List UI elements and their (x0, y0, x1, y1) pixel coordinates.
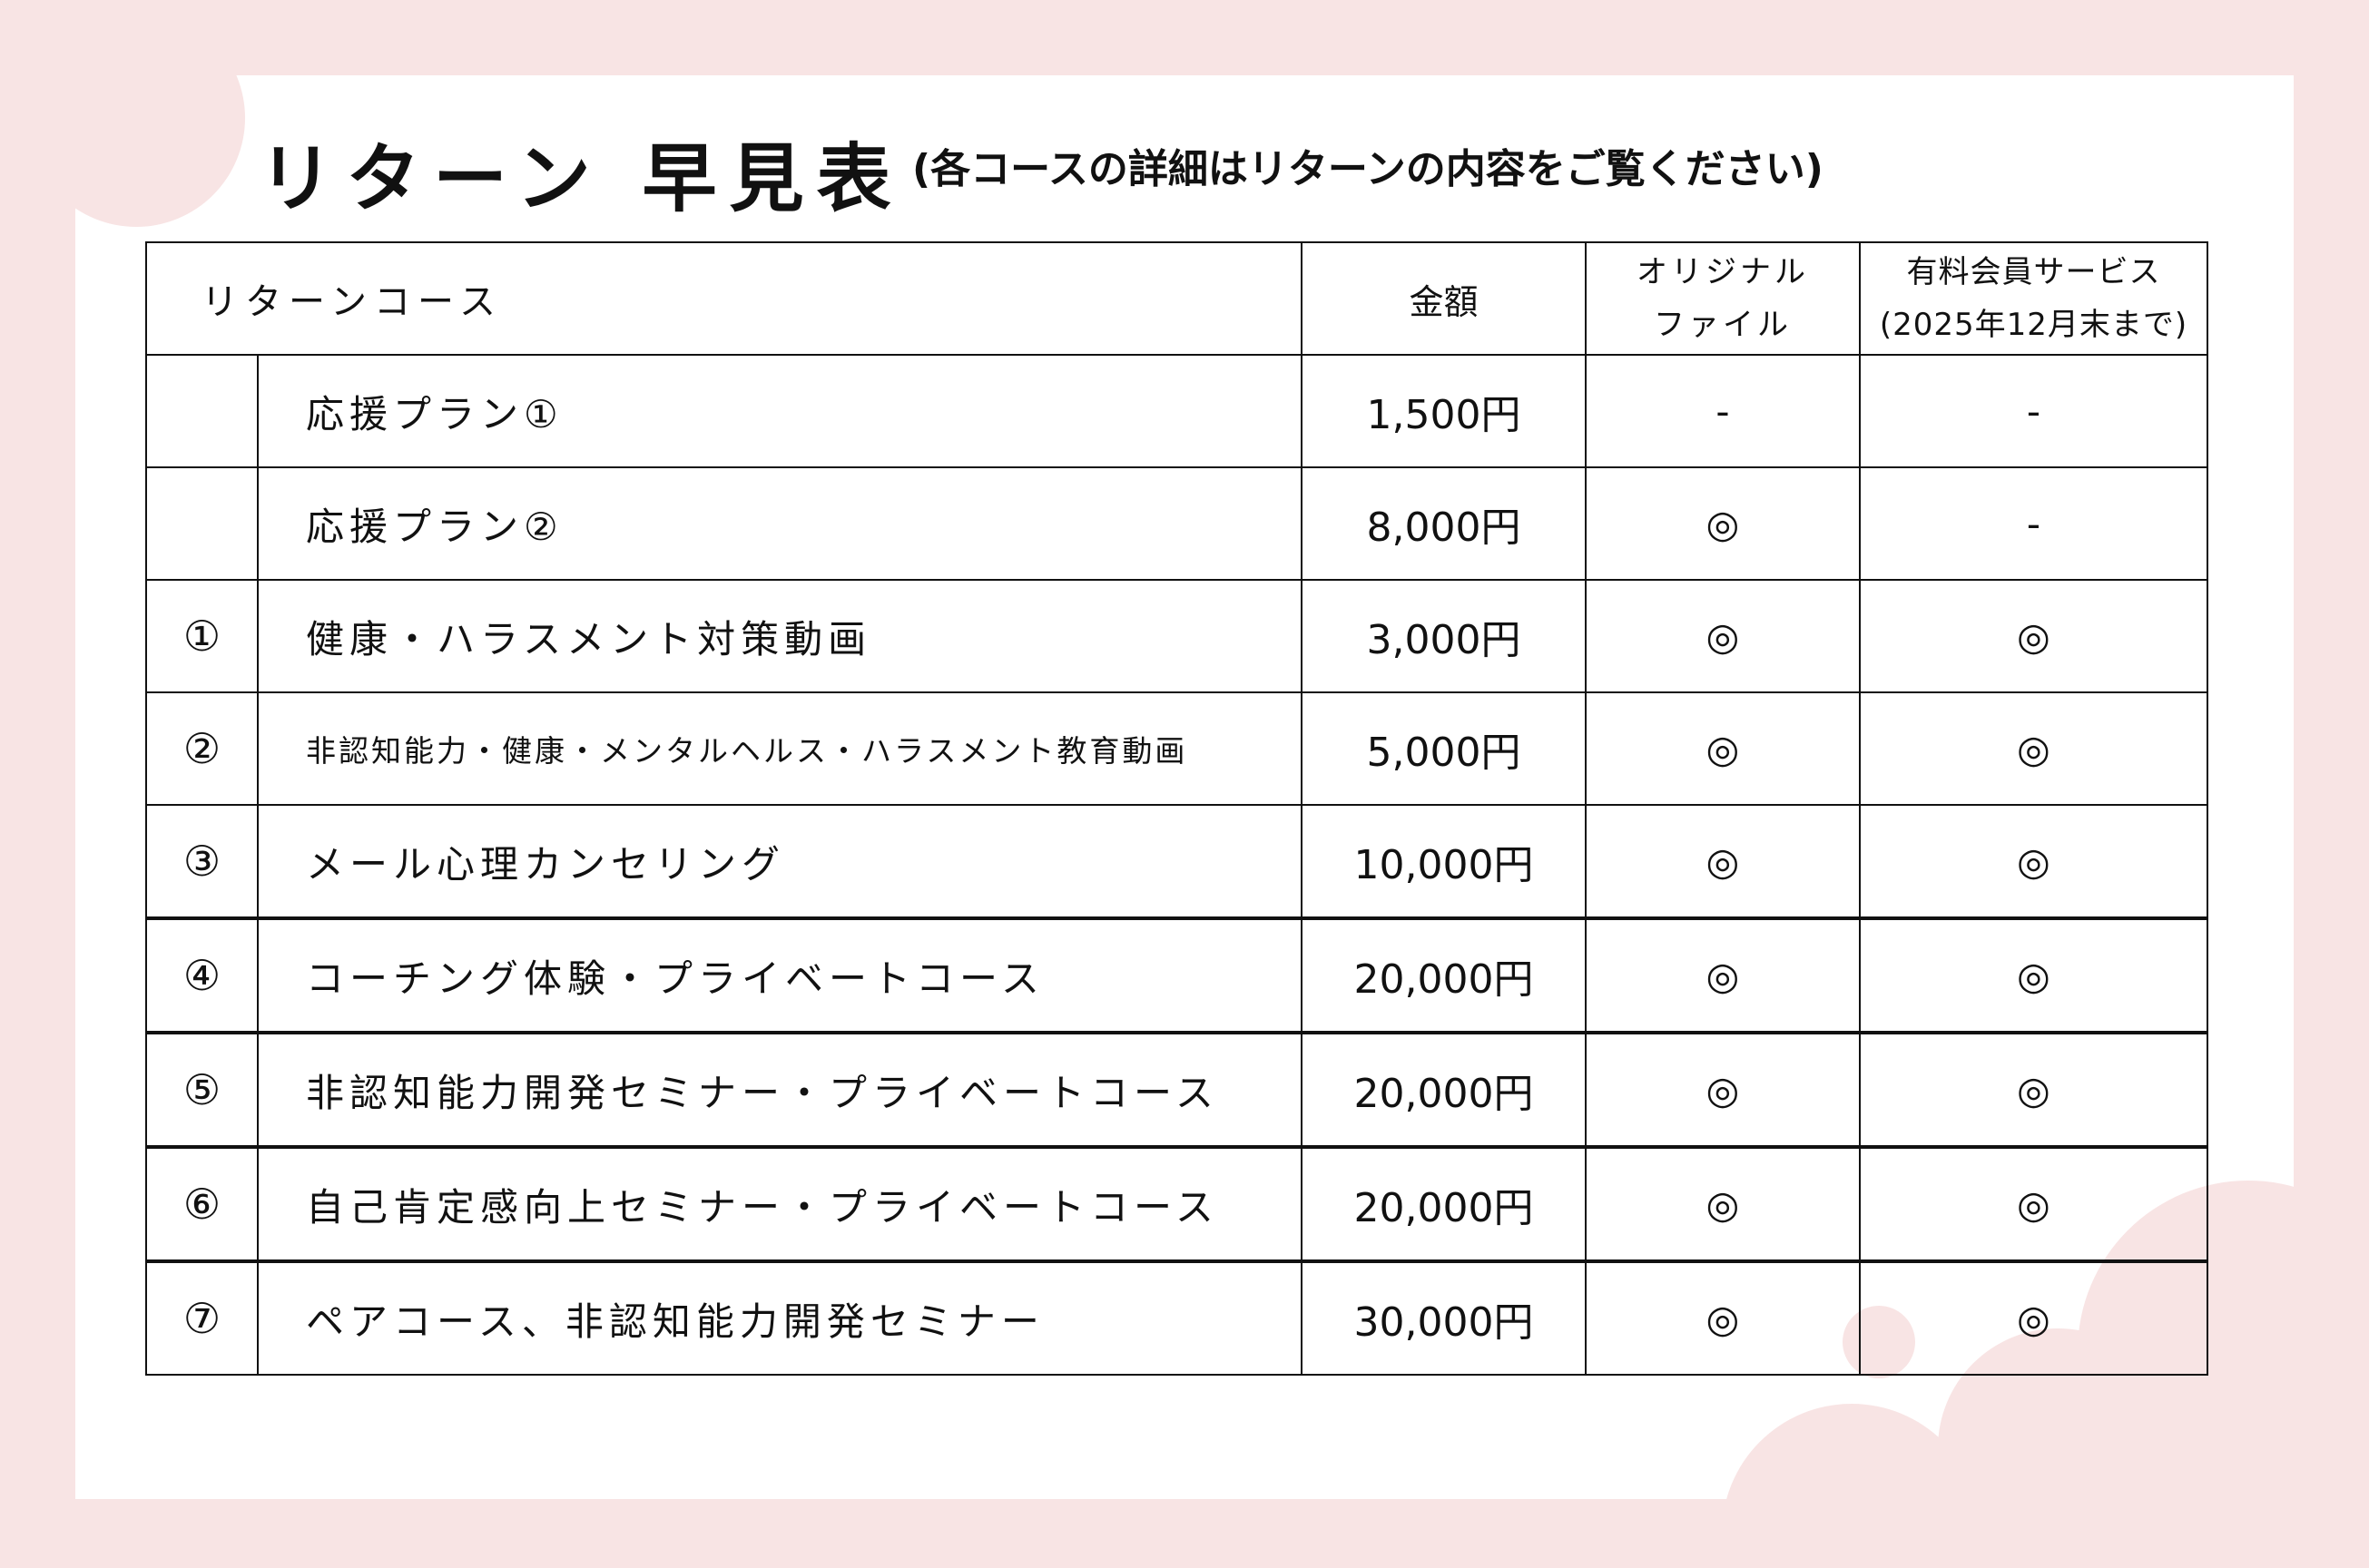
table-row: 応援プラン① 1,500円 - - (145, 354, 2208, 468)
row-number (145, 466, 259, 581)
course-name: ペアコース、非認知能力開発セミナー (257, 1259, 1302, 1376)
price: 20,000円 (1301, 916, 1587, 1034)
page-subtitle: (各コースの詳細はリターンの内容をご覧ください) (912, 146, 1823, 192)
member-service-mark: ◎ (1859, 804, 2208, 919)
header-original-line2: ファイル (1654, 307, 1792, 343)
original-file-mark: ◎ (1585, 579, 1861, 693)
course-name: 自己肯定感向上セミナー・プライベートコース (257, 1145, 1302, 1262)
course-name: メール心理カンセリング (257, 804, 1302, 919)
table-row: ⑤ 非認知能力開発セミナー・プライベートコース 20,000円 ◎ ◎ (145, 1031, 2208, 1148)
original-file-mark: ◎ (1585, 691, 1861, 806)
row-number: ⑤ (145, 1031, 259, 1148)
course-name: 応援プラン② (257, 466, 1302, 581)
header-member-line2: (2025年12月末まで) (1879, 307, 2188, 343)
member-service-mark: ◎ (1859, 1145, 2208, 1262)
course-name: 健康・ハラスメント対策動画 (257, 579, 1302, 693)
header-original-file: オリジナル ファイル (1585, 241, 1861, 356)
price: 3,000円 (1301, 579, 1587, 693)
original-file-mark: ◎ (1585, 916, 1861, 1034)
original-file-mark: ◎ (1585, 466, 1861, 581)
row-number: ④ (145, 916, 259, 1034)
course-name: 非認知能力開発セミナー・プライベートコース (257, 1031, 1302, 1148)
header-course: リターンコース (145, 241, 1302, 356)
price: 1,500円 (1301, 354, 1587, 468)
row-number: ⑦ (145, 1259, 259, 1376)
price: 30,000円 (1301, 1259, 1587, 1376)
row-number (145, 354, 259, 468)
returns-table: リターンコース 金額 オリジナルファイル 有料会員サービス (2025年12月末ま… (145, 241, 2208, 1376)
member-service-mark: ◎ (1859, 1259, 2208, 1376)
table-row: ⑥ 自己肯定感向上セミナー・プライベートコース 20,000円 ◎ ◎ (145, 1145, 2208, 1262)
original-file-mark: ◎ (1585, 804, 1861, 919)
table-row: ⑦ ペアコース、非認知能力開発セミナー 30,000円 ◎ ◎ (145, 1259, 2208, 1376)
price: 10,000円 (1301, 804, 1587, 919)
table-row: ③ メール心理カンセリング 10,000円 ◎ ◎ (145, 804, 2208, 919)
row-number: ⑥ (145, 1145, 259, 1262)
member-service-mark: - (1859, 354, 2208, 468)
original-file-mark: ◎ (1585, 1145, 1861, 1262)
header-member-line1: 有料会員サービス (1906, 254, 2161, 290)
member-service-mark: ◎ (1859, 916, 2208, 1034)
original-file-mark: ◎ (1585, 1259, 1861, 1376)
price: 5,000円 (1301, 691, 1587, 806)
original-file-mark: ◎ (1585, 1031, 1861, 1148)
table-row: ② 非認知能力・健康・メンタルヘルス・ハラスメント教育動画 5,000円 ◎ ◎ (145, 691, 2208, 806)
table-row: 応援プラン② 8,000円 ◎ - (145, 466, 2208, 581)
member-service-mark: ◎ (1859, 691, 2208, 806)
cloud-fill (2248, 1351, 2294, 1568)
header-price: 金額 (1301, 241, 1587, 356)
table-row: ① 健康・ハラスメント対策動画 3,000円 ◎ ◎ (145, 579, 2208, 693)
member-service-mark: ◎ (1859, 1031, 2208, 1148)
row-number: ① (145, 579, 259, 693)
row-number: ② (145, 691, 259, 806)
page-title: リターン 早見表 (259, 136, 904, 222)
table-row: ④ コーチング体験・プライベートコース 20,000円 ◎ ◎ (145, 916, 2208, 1034)
course-name: 非認知能力・健康・メンタルヘルス・ハラスメント教育動画 (257, 691, 1302, 806)
header-original-line1: オリジナル (1637, 254, 1809, 290)
header-member-service: 有料会員サービス (2025年12月末まで) (1859, 241, 2208, 356)
price: 20,000円 (1301, 1031, 1587, 1148)
course-name: 応援プラン① (257, 354, 1302, 468)
member-service-mark: ◎ (1859, 579, 2208, 693)
course-name: コーチング体験・プライベートコース (257, 916, 1302, 1034)
member-service-mark: - (1859, 466, 2208, 581)
price: 8,000円 (1301, 466, 1587, 581)
corner-fill (0, 0, 222, 75)
row-number: ③ (145, 804, 259, 919)
original-file-mark: - (1585, 354, 1861, 468)
price: 20,000円 (1301, 1145, 1587, 1262)
table-header: リターンコース 金額 オリジナルファイル 有料会員サービス (2025年12月末ま… (145, 241, 2208, 356)
cloud-shape (1722, 1404, 1981, 1568)
